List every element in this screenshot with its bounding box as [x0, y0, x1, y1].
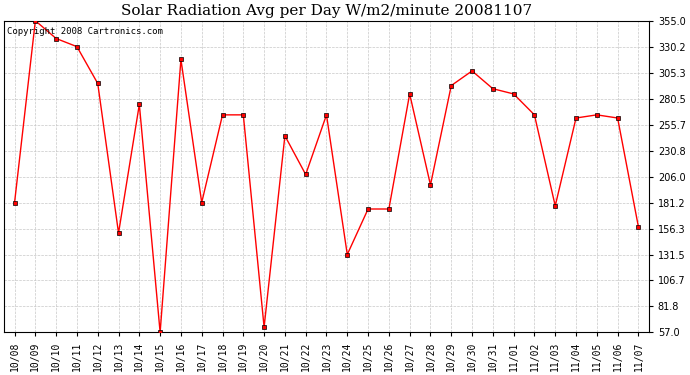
- Title: Solar Radiation Avg per Day W/m2/minute 20081107: Solar Radiation Avg per Day W/m2/minute …: [121, 4, 532, 18]
- Text: Copyright 2008 Cartronics.com: Copyright 2008 Cartronics.com: [8, 27, 164, 36]
